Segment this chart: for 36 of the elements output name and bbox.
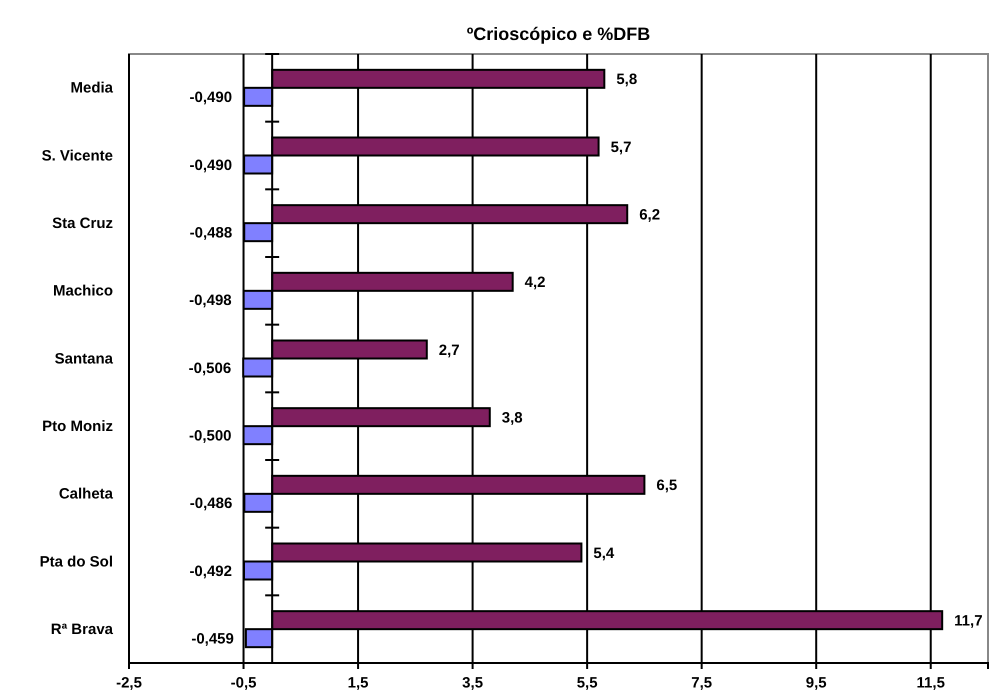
data-label: 11,7 bbox=[954, 612, 983, 630]
data-label: -0,488 bbox=[190, 224, 232, 242]
chart-title: ºCrioscópico e %DFB bbox=[466, 24, 650, 44]
data-label: -0,500 bbox=[188, 427, 232, 444]
data-label: 5,7 bbox=[610, 138, 632, 156]
data-label: -0,490 bbox=[190, 89, 232, 106]
y-tick-label: Media bbox=[70, 80, 114, 97]
data-label: 5,8 bbox=[616, 71, 638, 88]
data-label: -0,486 bbox=[190, 495, 232, 512]
data-label: 2,7 bbox=[438, 342, 460, 359]
y-tick-label: Calheta bbox=[58, 486, 114, 503]
data-label: -0,506 bbox=[188, 360, 232, 377]
data-label: -0,492 bbox=[189, 562, 232, 580]
x-tick-label: -2,5 bbox=[116, 674, 142, 691]
y-tick-label: S. Vicente bbox=[42, 147, 113, 164]
data-label: -0,459 bbox=[191, 630, 234, 648]
y-tick-label: Rª Brava bbox=[50, 620, 114, 638]
y-tick-label: Sta Cruz bbox=[52, 214, 113, 232]
data-label: -0,498 bbox=[189, 292, 232, 310]
data-label: 3,8 bbox=[502, 409, 523, 426]
data-label: 6,5 bbox=[656, 477, 678, 494]
y-tick-label: Pto Moniz bbox=[42, 418, 113, 435]
y-tick-label: Pta do Sol bbox=[40, 553, 113, 570]
x-tick-label: 7,5 bbox=[691, 674, 712, 691]
data-label: 5,4 bbox=[593, 544, 615, 562]
x-tick-label: 11,5 bbox=[916, 674, 945, 691]
x-tick-label: 3,5 bbox=[462, 674, 484, 691]
y-tick-label: Santana bbox=[54, 350, 114, 368]
data-label: 4,2 bbox=[524, 274, 546, 292]
x-tick-label: 5,5 bbox=[576, 674, 598, 691]
x-tick-label: -0,5 bbox=[230, 674, 256, 691]
data-label: -0,490 bbox=[190, 156, 232, 174]
y-tick-label: Machico bbox=[52, 282, 113, 300]
x-tick-label: 9,5 bbox=[806, 674, 827, 691]
x-tick-label: 1,5 bbox=[348, 674, 368, 691]
data-label: 6,2 bbox=[639, 206, 660, 224]
